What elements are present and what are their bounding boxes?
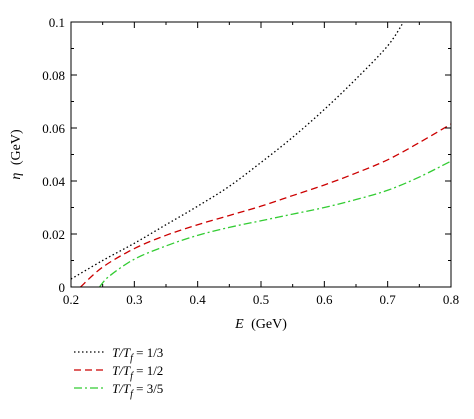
legend-item-2: T/Tf = 1/2 [74,363,163,382]
series-layer [71,22,451,287]
y-tick-label: 0.02 [42,227,65,242]
x-tick-label: 0.6 [316,292,333,307]
y-axis-label: η (GeV) [9,129,24,180]
x-tick-label: 0.7 [380,292,397,307]
legend-label: T/Tf = 3/5 [112,381,163,400]
y-tick-label: 0.04 [42,174,65,189]
y-tick-label: 0.08 [42,68,65,83]
x-tick-label: 0.8 [443,292,459,307]
legend-label: T/Tf = 1/3 [112,345,163,364]
series-line-1 [71,22,405,280]
series-line-2 [80,123,451,287]
x-tick-label: 0.3 [126,292,142,307]
y-tick-label: 0 [59,280,66,295]
y-tick-label: 0.1 [49,15,65,30]
x-axis-unit: (GeV) [251,317,287,332]
y-axis-variable: η [9,173,24,180]
x-tick-label: 0.5 [253,292,269,307]
y-tick-label: 0.06 [42,121,65,136]
y-tick-labels: 0 0.02 0.04 0.06 0.08 0.1 [42,15,65,295]
legend-item-3: T/Tf = 3/5 [74,381,163,400]
series-line-3 [98,160,451,287]
legend-label: T/Tf = 1/2 [112,363,163,382]
legend-item-1: T/Tf = 1/3 [74,345,163,364]
plot-area-frame [70,21,452,288]
x-tick-labels: 0.2 0.3 0.4 0.5 0.6 0.7 0.8 [63,292,459,307]
x-axis-variable: E [234,317,244,332]
x-axis-label: E (GeV) [234,317,287,332]
y-axis-unit: (GeV) [9,129,24,165]
x-tick-label: 0.2 [63,292,79,307]
legend: T/Tf = 1/3T/Tf = 1/2T/Tf = 3/5 [74,345,163,400]
x-tick-label: 0.4 [190,292,207,307]
